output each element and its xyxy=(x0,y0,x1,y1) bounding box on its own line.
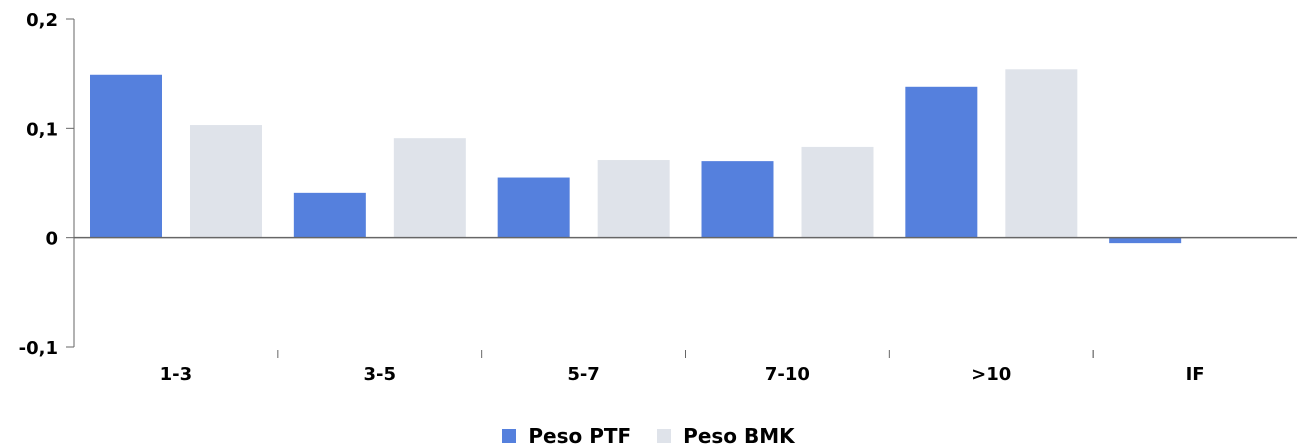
bar-peso-ptf xyxy=(497,177,570,238)
x-tick-label: >10 xyxy=(971,364,1011,385)
bar-peso-bmk xyxy=(190,125,262,238)
legend-item-peso-ptf[interactable]: Peso PTF xyxy=(502,424,631,448)
bar-peso-ptf xyxy=(905,86,978,238)
legend-swatch-peso-bmk xyxy=(657,429,672,443)
legend-item-peso-bmk[interactable]: Peso BMK xyxy=(657,424,795,448)
bar-peso-bmk xyxy=(393,138,466,238)
y-tick-label: 0,2 xyxy=(26,10,58,31)
x-tick-label: 7-10 xyxy=(765,364,810,385)
bar-chart: -0,1 0 0,1 0,2 1-3 3-5 5-7 7-10 >10 IF xyxy=(19,10,1297,385)
x-tick-label: IF xyxy=(1186,364,1205,385)
bar-peso-ptf xyxy=(701,161,774,238)
bar-peso-bmk xyxy=(801,146,874,238)
bar-peso-ptf xyxy=(90,74,162,238)
legend-label-peso-bmk: Peso BMK xyxy=(683,424,795,448)
bar-peso-bmk xyxy=(1005,69,1078,238)
legend-swatch-peso-ptf xyxy=(502,429,517,443)
bar-peso-ptf xyxy=(1109,237,1182,244)
y-tick-label: 0,1 xyxy=(26,119,58,140)
x-tick-label: 5-7 xyxy=(567,364,600,385)
legend-label-peso-ptf: Peso PTF xyxy=(528,424,632,448)
bar-peso-bmk xyxy=(597,160,670,238)
y-tick-label: 0 xyxy=(45,229,58,250)
x-tick-label: 3-5 xyxy=(363,364,396,385)
x-tick-label: 1-3 xyxy=(160,364,193,385)
legend: Peso PTF Peso BMK xyxy=(0,424,1297,448)
bar-peso-ptf xyxy=(293,192,366,238)
y-tick-label: -0,1 xyxy=(19,338,58,359)
